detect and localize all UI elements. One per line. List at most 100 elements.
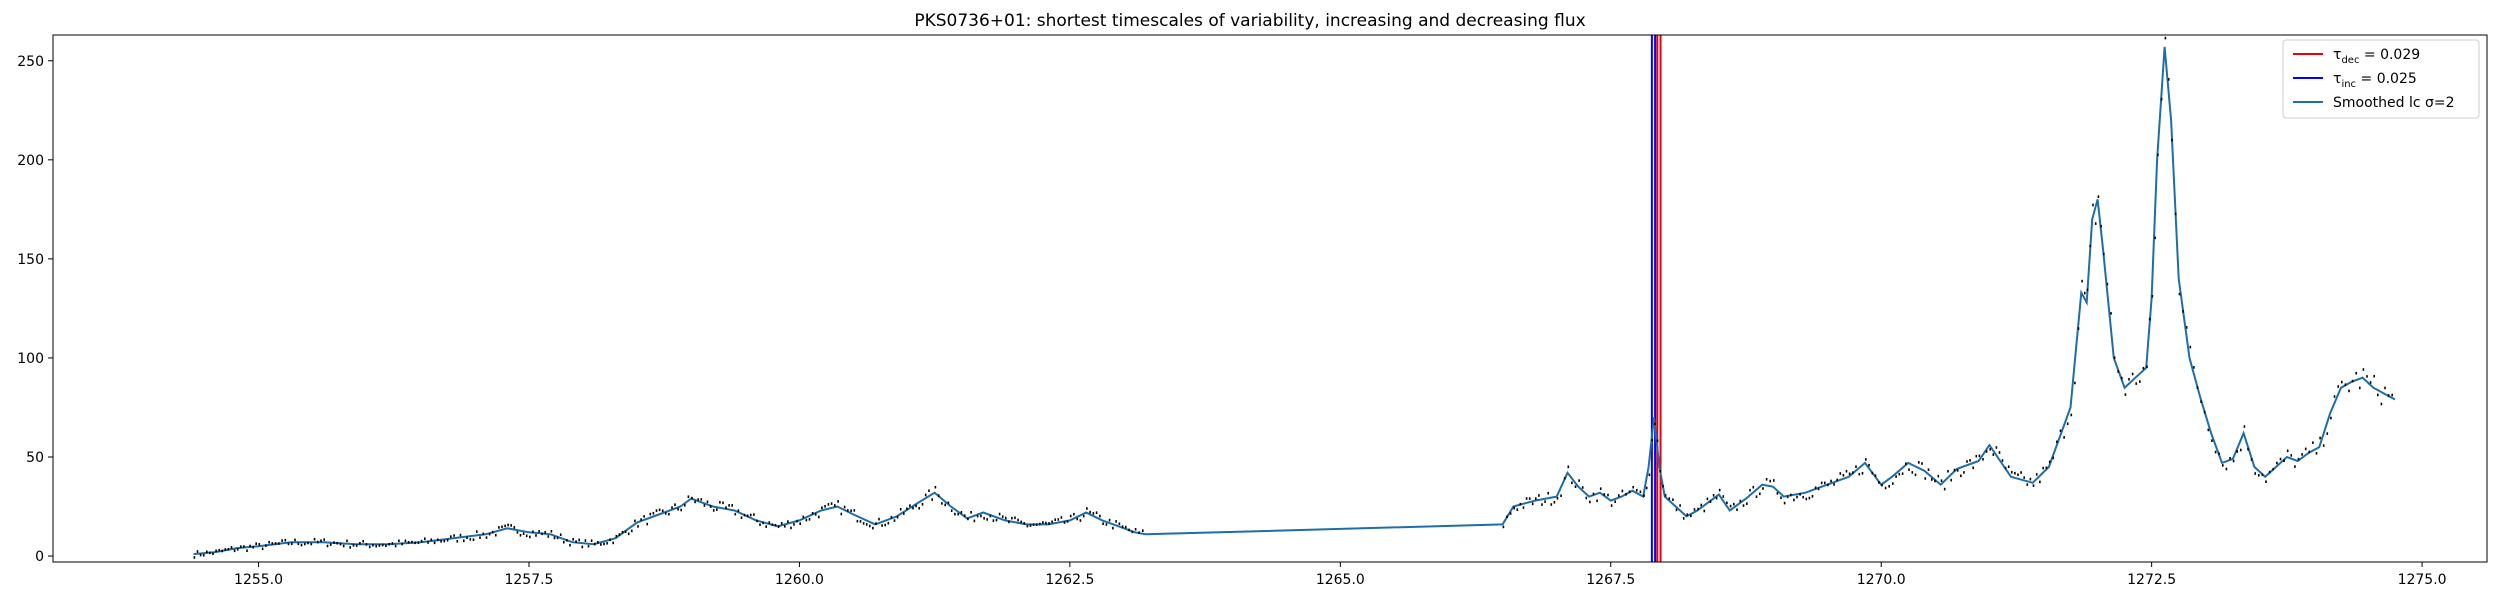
data-point	[2315, 452, 2318, 455]
data-point	[529, 535, 531, 539]
data-point	[765, 525, 767, 528]
legend: τdec = 0.029 τinc = 0.025 Smoothed lc σ=…	[2282, 39, 2480, 119]
data-point	[2240, 448, 2242, 452]
data-point	[924, 493, 927, 497]
data-point	[563, 540, 565, 544]
data-point	[1805, 497, 1808, 501]
data-point	[1966, 460, 1968, 463]
data-point	[1128, 528, 1130, 532]
data-point	[593, 542, 596, 546]
data-point	[2121, 376, 2123, 380]
data-point	[1645, 486, 1648, 490]
data-point	[2290, 454, 2293, 457]
data-point	[519, 534, 522, 537]
data-point	[843, 505, 846, 509]
data-point	[2056, 440, 2058, 444]
data-point	[992, 519, 995, 522]
data-point	[317, 540, 319, 544]
data-point	[750, 513, 752, 517]
data-point	[1881, 483, 1883, 487]
data-point	[1992, 453, 1995, 456]
data-point	[1525, 497, 1528, 500]
data-point	[1914, 473, 1917, 477]
data-point	[230, 546, 233, 549]
data-point	[504, 524, 506, 528]
data-point	[1697, 507, 1699, 511]
x-tick-label: 1265.0	[1316, 572, 1365, 588]
data-point	[1874, 474, 1877, 477]
data-point	[427, 541, 429, 544]
data-point	[212, 552, 214, 556]
data-point	[2258, 474, 2260, 477]
data-point	[1057, 518, 1060, 521]
data-point	[443, 539, 446, 543]
data-point	[243, 545, 245, 548]
plot-frame	[52, 34, 2488, 563]
data-point	[928, 489, 930, 492]
data-point	[1969, 459, 1971, 462]
data-point	[1814, 486, 1817, 490]
x-tick-label: 1257.5	[504, 572, 553, 588]
data-point	[2326, 432, 2329, 435]
data-point	[1817, 487, 1820, 491]
data-point	[1762, 487, 1764, 490]
data-point	[1892, 482, 1894, 485]
data-point	[1651, 438, 1653, 442]
data-point	[2203, 410, 2206, 414]
data-point	[2004, 466, 2007, 470]
data-point	[1963, 471, 1965, 474]
data-point	[1956, 469, 1959, 472]
data-point	[1082, 514, 1085, 518]
data-point	[2001, 459, 2004, 462]
data-point	[621, 530, 624, 534]
data-point	[578, 538, 580, 542]
data-point	[284, 538, 287, 542]
data-point	[1023, 522, 1026, 525]
data-point	[2011, 470, 2013, 474]
data-point	[1134, 528, 1137, 531]
data-point	[893, 519, 896, 522]
data-point	[1115, 520, 1117, 523]
x-tick-label: 1255.0	[234, 572, 283, 588]
data-point	[491, 530, 494, 534]
data-point	[2089, 244, 2091, 248]
data-point	[1824, 481, 1826, 485]
data-point	[336, 541, 338, 545]
data-point	[615, 535, 618, 538]
data-point	[1102, 522, 1104, 525]
data-point	[424, 537, 426, 540]
data-point	[1051, 520, 1053, 524]
data-point	[417, 541, 420, 544]
data-point	[2128, 378, 2130, 381]
data-point	[482, 532, 485, 536]
data-point	[774, 523, 777, 527]
data-point	[2200, 400, 2202, 403]
data-point	[1614, 500, 1616, 503]
data-point	[671, 506, 673, 509]
data-point	[1790, 493, 1792, 497]
data-point	[612, 541, 614, 545]
data-point	[1901, 472, 1904, 475]
data-point	[1783, 501, 1786, 505]
data-point	[2377, 393, 2379, 397]
data-point	[1833, 483, 1835, 486]
data-point	[569, 543, 571, 547]
data-point	[1726, 501, 1728, 505]
data-point	[2218, 452, 2220, 456]
data-point	[2081, 279, 2083, 283]
data-point	[252, 545, 254, 549]
data-point	[2341, 380, 2343, 384]
data-point	[2283, 459, 2285, 462]
data-point	[687, 495, 690, 498]
data-point	[1063, 521, 1066, 524]
data-point	[1073, 512, 1075, 516]
data-point	[1924, 477, 1927, 480]
data-point	[1703, 509, 1706, 513]
data-point	[2308, 450, 2311, 454]
data-point	[246, 549, 248, 552]
data-point	[1654, 422, 1656, 426]
data-point	[1648, 473, 1651, 477]
data-point	[950, 509, 953, 512]
data-point	[456, 540, 459, 543]
data-point	[1621, 489, 1624, 493]
